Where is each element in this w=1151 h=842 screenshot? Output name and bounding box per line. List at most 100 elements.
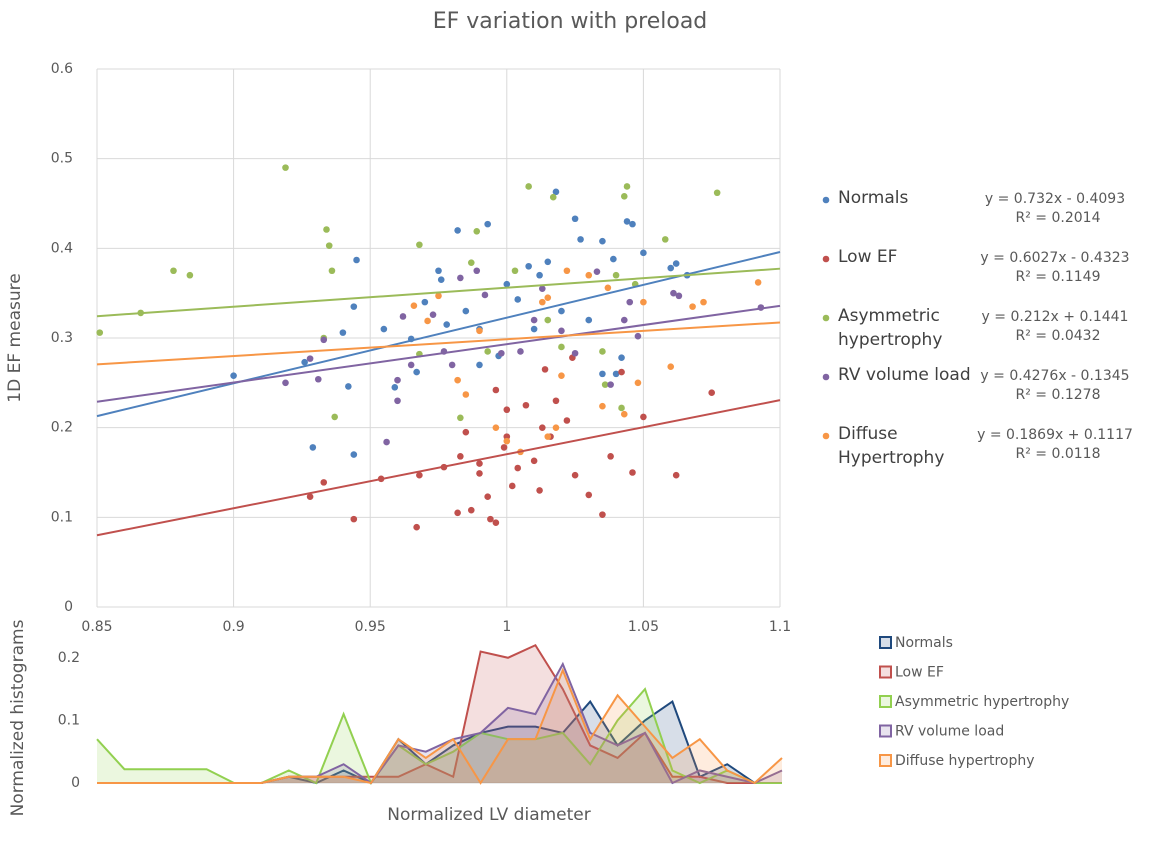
point	[571, 349, 579, 357]
trend-equation: y = 0.4276x - 0.1345	[980, 368, 1129, 384]
point	[394, 376, 401, 384]
point	[618, 354, 625, 362]
area-line	[96, 687, 782, 786]
point	[754, 279, 762, 286]
trendline	[96, 251, 781, 418]
point	[599, 370, 606, 378]
point	[314, 375, 322, 383]
trendline	[96, 399, 781, 537]
point	[484, 493, 491, 501]
legend-label: Normals	[838, 188, 909, 208]
point	[492, 424, 500, 431]
x-tick-label: 1.1	[769, 619, 791, 635]
legend-swatch	[879, 754, 892, 767]
trend-equation: y = 0.6027x - 0.4323	[980, 250, 1129, 266]
point	[457, 414, 464, 422]
point	[380, 325, 388, 333]
legend-swatch	[879, 665, 892, 679]
point	[585, 316, 593, 324]
point	[320, 479, 328, 486]
x-tick-label: 0.9	[222, 619, 244, 635]
point	[530, 325, 538, 333]
area-fill	[97, 689, 782, 783]
trend-r2: R² = 0.0118	[1016, 446, 1101, 462]
point	[476, 327, 483, 335]
legend-marker	[822, 314, 830, 322]
point	[498, 349, 505, 357]
point	[309, 444, 317, 451]
point	[462, 428, 470, 436]
point	[672, 471, 680, 479]
point	[629, 220, 636, 228]
area-fill	[97, 670, 782, 783]
legend-label: RV volume load	[838, 365, 971, 385]
trend-r2: R² = 0.0432	[1016, 328, 1101, 344]
point	[325, 242, 333, 249]
y-tick-label: 0.3	[51, 330, 73, 346]
point	[476, 460, 483, 467]
legend-swatch	[879, 636, 892, 649]
point	[536, 271, 543, 279]
point	[484, 220, 491, 228]
legend-marker	[822, 196, 830, 204]
point	[301, 358, 308, 366]
x-tick-label: 0.95	[355, 619, 386, 635]
point	[618, 404, 625, 412]
y-tick-label: 0.2	[51, 420, 73, 436]
point	[345, 383, 352, 390]
point	[476, 470, 483, 477]
point	[541, 366, 549, 373]
trend-r2: R² = 0.2014	[1016, 210, 1101, 226]
point	[571, 471, 579, 479]
y-tick-label: 0.1	[51, 509, 73, 525]
point	[391, 384, 399, 391]
point	[350, 451, 358, 458]
point	[623, 183, 631, 190]
point	[454, 227, 461, 234]
point	[544, 258, 552, 266]
point	[282, 164, 289, 171]
point	[626, 298, 634, 306]
point	[473, 267, 481, 275]
legend-marker	[822, 432, 830, 440]
x-axis-title: Normalized LV diameter	[387, 805, 591, 825]
point	[230, 372, 237, 379]
point	[394, 397, 401, 405]
x-tick-label: 0.85	[81, 619, 112, 635]
point	[536, 487, 543, 494]
point	[563, 267, 571, 275]
point	[170, 267, 177, 275]
point	[517, 348, 524, 355]
point	[454, 376, 461, 384]
legend-label: Asymmetric hypertrophy	[838, 306, 943, 350]
point	[413, 368, 420, 376]
point	[620, 193, 628, 200]
y-tick-label: 0	[71, 775, 80, 791]
point	[607, 381, 614, 388]
legend-label: Asymmetric hypertrophy	[895, 694, 1069, 710]
point	[571, 215, 579, 223]
point	[435, 267, 442, 275]
legend-swatch	[879, 695, 892, 708]
point	[552, 188, 560, 196]
point	[549, 193, 557, 201]
point	[487, 515, 494, 523]
y-tick-label: 0	[64, 599, 73, 615]
point	[399, 313, 407, 320]
legend-marker	[822, 373, 830, 381]
point	[610, 255, 617, 263]
point	[503, 406, 511, 414]
point	[661, 236, 669, 243]
point	[421, 298, 429, 306]
point	[435, 292, 442, 300]
trend-equation: y = 0.1869x + 0.1117	[977, 427, 1133, 443]
area-fill	[97, 664, 782, 783]
point	[623, 218, 631, 225]
legend-label: Normals	[895, 635, 953, 651]
point	[410, 302, 418, 310]
point	[186, 271, 194, 279]
point	[443, 321, 450, 328]
point	[558, 307, 565, 315]
legend-label: Diffuse Hypertrophy	[838, 424, 945, 468]
